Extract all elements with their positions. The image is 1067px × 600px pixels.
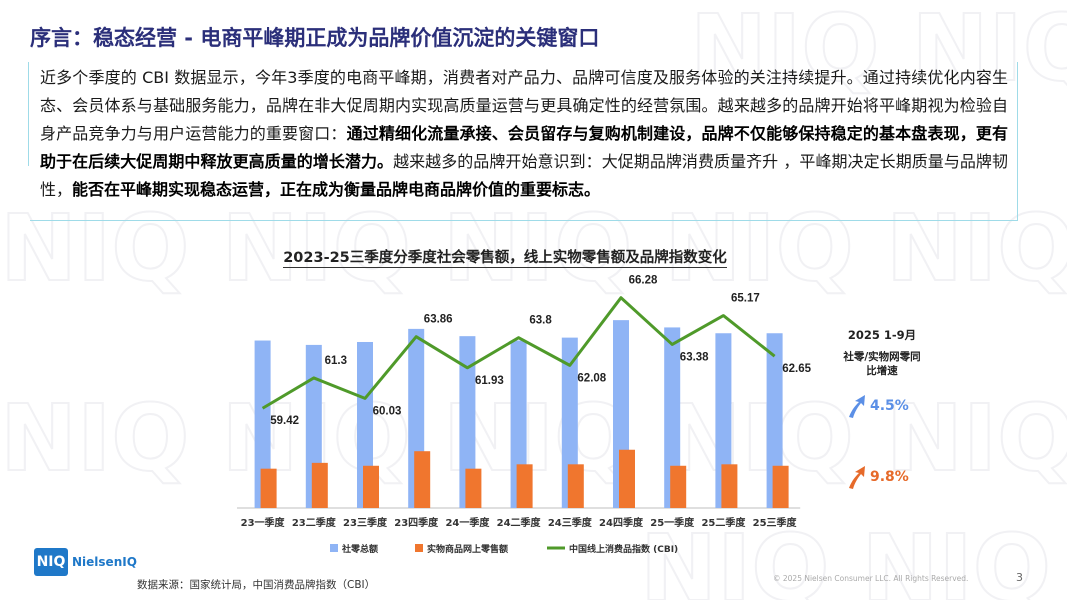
- side-panel-subtitle-line1: 社零/实物网零同: [843, 351, 921, 363]
- x-tick-label: 24一季度: [445, 516, 490, 529]
- side-panel-subtitle: 社零/实物网零同 比增速: [820, 350, 944, 378]
- x-tick-label: 23一季度: [241, 516, 286, 529]
- cbi-data-label: 60.03: [373, 405, 402, 417]
- legend-swatch: [415, 544, 423, 552]
- copyright: © 2025 Nielsen Consumer LLC. All Rights …: [773, 574, 969, 583]
- cbi-data-label: 61.93: [475, 375, 504, 387]
- arrow-up-icon: [849, 466, 865, 489]
- data-source: 数据来源：国家统计局，中国消费品牌指数（CBI）: [137, 579, 376, 591]
- x-tick-label: 23四季度: [394, 516, 439, 529]
- page-number: 3: [1016, 571, 1023, 584]
- legend-label: 社零总额: [341, 543, 378, 555]
- logo-mark: NIQ: [34, 548, 68, 576]
- chart-title: 2023-25三季度分季度社会零售额，线上实物零售额及品牌指数变化: [283, 250, 727, 268]
- x-tick-label: 25二季度: [701, 516, 746, 529]
- cbi-data-label: 65.17: [731, 293, 760, 305]
- intro-bold-2: 能否在平峰期实现稳态运营，正在成为衡量品牌电商品牌价值的重要标志。: [72, 180, 601, 199]
- legend-swatch: [330, 544, 338, 552]
- intro-paragraph: 近多个季度的 CBI 数据显示，今年3季度的电商平峰期，消费者对产品力、品牌可信…: [40, 64, 1008, 204]
- retail-growth-value: 4.5%: [870, 398, 909, 414]
- cbi-line: [261, 296, 776, 410]
- page-title: 序言：稳态经营 - 电商平峰期正成为品牌价值沉淀的关键窗口: [30, 26, 600, 50]
- side-panel-subtitle-line2: 比增速: [866, 365, 898, 377]
- side-panel-title: 2025 1-9月: [847, 328, 917, 342]
- x-tick-label: 24三季度: [548, 516, 593, 529]
- online-growth: 9.8%: [846, 464, 909, 490]
- intro-frame: [28, 62, 1018, 221]
- online-bar: [670, 465, 687, 508]
- online-bar: [363, 465, 379, 508]
- online-bar: [516, 464, 533, 508]
- legend-label: 实物商品网上零售额: [427, 543, 508, 555]
- online-bar: [465, 468, 482, 508]
- legend-label: 中国线上消费品指数 (CBI): [569, 543, 678, 555]
- cbi-data-label: 66.28: [629, 275, 658, 287]
- x-tick-label: 24二季度: [497, 516, 542, 529]
- retail-bar: [254, 340, 271, 508]
- cbi-data-label: 63.8: [529, 315, 552, 327]
- cbi-data-label: 63.86: [424, 314, 453, 326]
- retail-bar: [459, 336, 476, 508]
- logo-text: NielsenIQ: [72, 555, 137, 569]
- retail-bar: [766, 333, 783, 508]
- online-bar: [619, 449, 635, 508]
- intro-text-1: 近多个季度的 CBI 数据显示，今年3季度的电商平峰期，消费者对产品力、品牌可信…: [40, 68, 1008, 143]
- online-bar: [721, 464, 738, 508]
- online-bar: [414, 451, 431, 508]
- cbi-data-label: 61.3: [325, 355, 347, 367]
- cbi-data-label: 63.38: [680, 351, 709, 363]
- retail-bar: [664, 327, 681, 508]
- arrow-up-icon: [849, 395, 865, 418]
- online-bar: [567, 464, 584, 508]
- x-tick-label: 25三季度: [753, 516, 798, 529]
- nielseniq-logo: NIQ NielsenIQ: [34, 548, 137, 576]
- cbi-data-label: 59.42: [270, 415, 299, 427]
- x-tick-label: 23三季度: [343, 516, 388, 529]
- online-growth-value: 9.8%: [870, 469, 909, 485]
- online-bar: [311, 462, 328, 508]
- online-bar: [772, 465, 789, 508]
- intro-text-2: 越来越多的品牌开始意识到：大促期品牌消费质量齐升 ，平峰期决定长期质量与品牌韧性…: [40, 152, 1008, 199]
- retail-growth: 4.5%: [846, 393, 909, 419]
- cbi-data-label: 62.65: [782, 363, 811, 375]
- cbi-data-label: 62.08: [577, 372, 606, 384]
- intro-bold-1: 通过精细化流量承接、会员留存与复购机制建设，品牌不仅能够保持稳定的基本盘表现，更…: [40, 124, 1008, 171]
- x-tick-label: 24四季度: [599, 516, 644, 529]
- online-bar: [260, 468, 277, 508]
- x-tick-label: 23二季度: [292, 516, 337, 529]
- x-tick-label: 25一季度: [650, 516, 695, 529]
- chart-title-wrap: 2023-25三季度分季度社会零售额，线上实物零售额及品牌指数变化: [0, 246, 1010, 268]
